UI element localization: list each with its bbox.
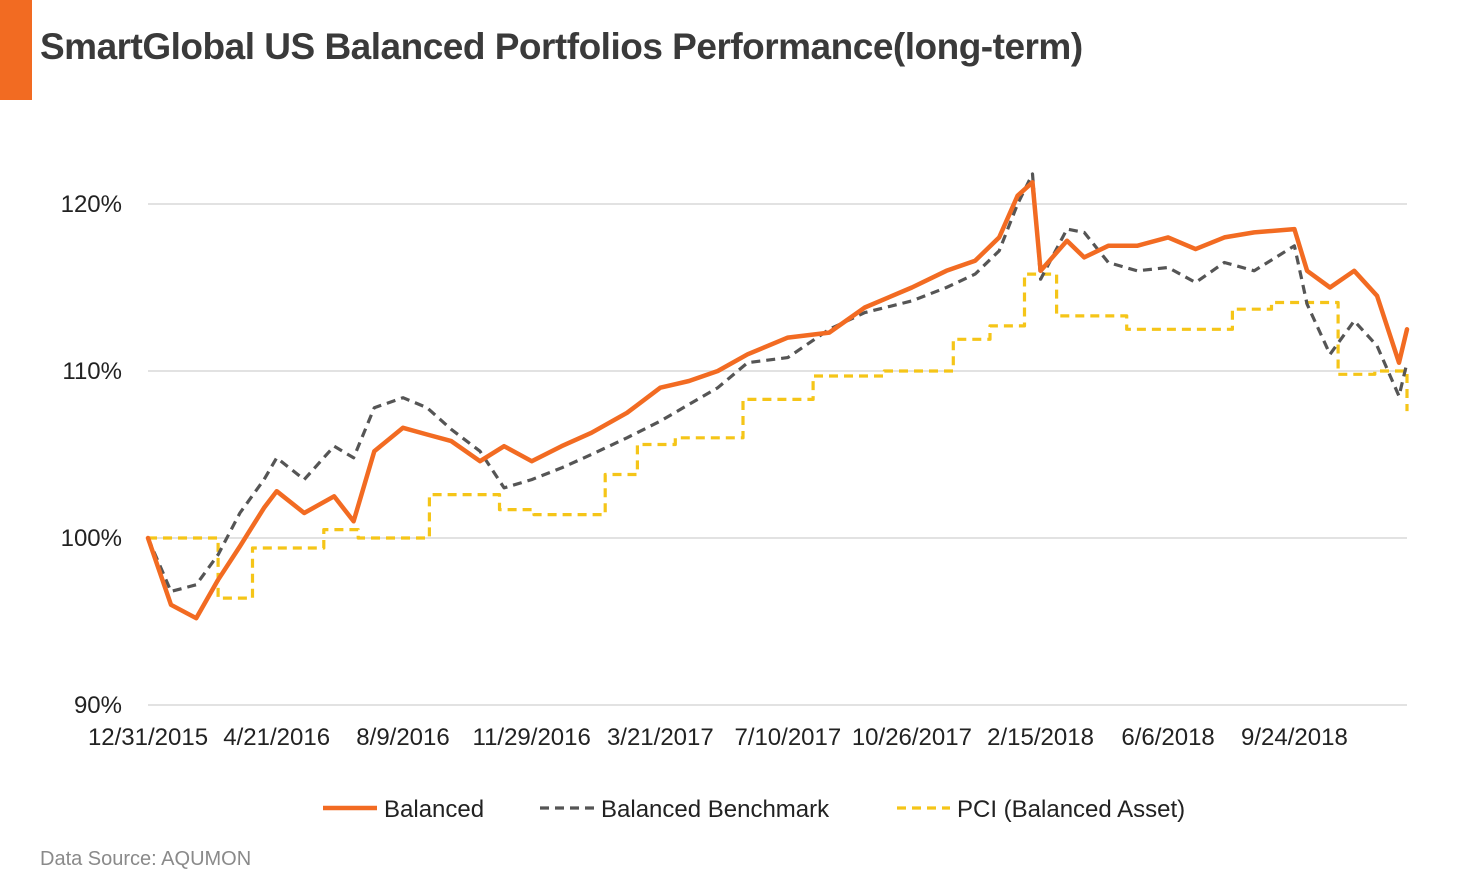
series-lines <box>145 172 1410 621</box>
y-tick-label: 100% <box>61 525 122 552</box>
legend-label: PCI (Balanced Asset) <box>957 796 1185 823</box>
x-tick-label: 7/10/2017 <box>734 724 841 751</box>
x-tick-label: 9/24/2018 <box>1241 724 1348 751</box>
x-tick-label: 8/9/2016 <box>356 724 449 751</box>
series-line-balanced-benchmark <box>146 172 1409 593</box>
legend-label: Balanced <box>384 796 484 823</box>
x-tick-label: 6/6/2018 <box>1121 724 1214 751</box>
x-tick-label: 4/21/2016 <box>223 724 330 751</box>
title-accent-bar <box>0 0 32 100</box>
series-line-pci-balanced-asset <box>148 272 1409 600</box>
y-tick-label: 110% <box>62 358 122 385</box>
x-tick-label: 11/29/2016 <box>473 724 591 751</box>
y-tick-label: 120% <box>61 191 122 218</box>
data-source-note: Data Source: AQUMON <box>40 848 252 870</box>
y-tick-label: 90% <box>74 692 122 719</box>
chart-title: SmartGlobal US Balanced Portfolios Perfo… <box>40 26 1083 67</box>
x-tick-label: 3/21/2017 <box>607 724 714 751</box>
x-tick-label: 12/31/2015 <box>88 724 208 751</box>
y-axis-tick-labels: 90% 100% 110% 120% <box>61 191 122 719</box>
legend: Balanced Balanced Benchmark PCI (Balanced … <box>323 796 1185 823</box>
x-tick-label: 10/26/2017 <box>852 724 972 751</box>
legend-label: Balanced Benchmark <box>601 796 830 823</box>
x-axis-tick-labels: 12/31/2015 4/21/2016 8/9/2016 11/29/2016 3/2… <box>88 724 1348 751</box>
grid-lines <box>148 203 1407 706</box>
series-line-balanced <box>145 180 1410 621</box>
x-tick-label: 2/15/2018 <box>987 724 1094 751</box>
